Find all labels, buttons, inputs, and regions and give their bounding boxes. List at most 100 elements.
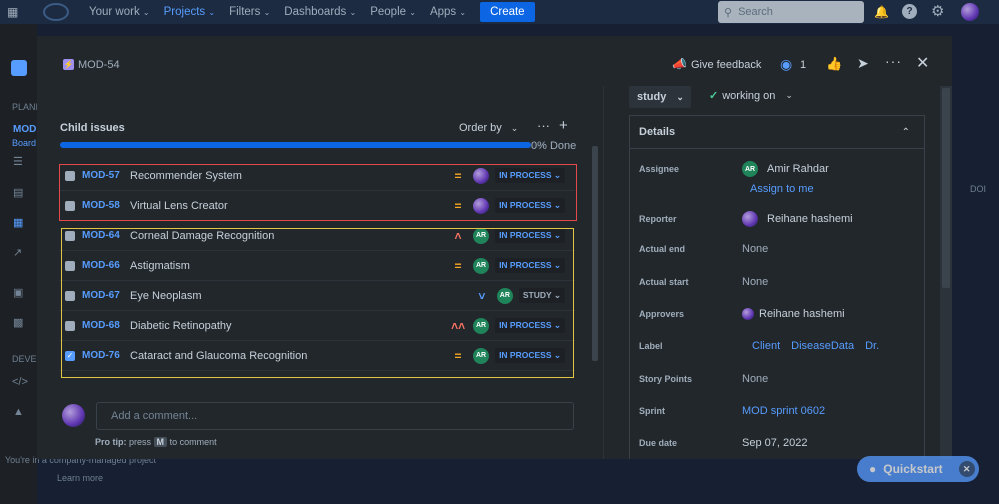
status-dropdown[interactable]: IN PROCESS ⌄ (495, 348, 565, 363)
watch-icon[interactable]: ◉ (780, 56, 793, 72)
comment-tip: Pro tip: press M to comment (95, 437, 217, 447)
child-issue-summary[interactable]: Astigmatism (130, 259, 190, 272)
nav-filters-label: Filters (229, 6, 261, 18)
sidebar-planning-label: PLANI (12, 102, 39, 112)
status-button[interactable]: study ⌄ (629, 86, 691, 108)
code-icon[interactable]: </> (12, 376, 28, 388)
footer-learn-more[interactable]: Learn more (57, 473, 104, 483)
project-icon[interactable] (11, 60, 27, 76)
issues-icon[interactable]: ▣ (13, 287, 24, 299)
label-tag[interactable]: Dr. (865, 340, 880, 352)
label-tag[interactable]: Client (752, 340, 781, 352)
notifications-icon[interactable]: 🔔 (874, 5, 889, 19)
details-header[interactable]: Details ⌃ (630, 116, 924, 149)
child-issues-list: MOD-57 Recommender System = IN PROCESS ⌄ MOD… (59, 161, 575, 379)
child-issue-key[interactable]: MOD-66 (82, 260, 120, 271)
approvers-value[interactable]: Reihane hashemi (759, 308, 845, 320)
create-button[interactable]: Create (480, 2, 535, 22)
child-issue-key[interactable]: MOD-57 (82, 170, 120, 181)
tip-suffix: to comment (169, 437, 217, 447)
child-issue-row[interactable]: ✓ MOD-76 Cataract and Glaucoma Recognition… (59, 341, 575, 371)
help-icon[interactable]: ? (902, 4, 917, 19)
priority-medium-icon: = (454, 198, 462, 213)
board-icon[interactable]: ▦ (13, 217, 24, 229)
jira-logo-icon[interactable] (43, 3, 69, 21)
timeline-icon[interactable]: ☰ (13, 156, 23, 168)
child-issue-key[interactable]: MOD-64 (82, 230, 120, 241)
status-dropdown[interactable]: IN PROCESS ⌄ (495, 198, 565, 213)
releases-icon[interactable]: ▲ (13, 406, 24, 418)
app-switcher-icon[interactable]: ▦ (7, 5, 19, 19)
sidebar-project-name[interactable]: MOD (13, 124, 37, 135)
status-dropdown[interactable]: IN PROCESS ⌄ (495, 228, 565, 243)
sidebar-board-label[interactable]: Board (12, 138, 37, 148)
sprint-value[interactable]: MOD sprint 0602 (742, 405, 826, 417)
nav-your-work[interactable]: Your work ⌄ (89, 6, 150, 18)
child-issue-row[interactable]: MOD-67 Eye Neoplasm ˅ AR STUDY ⌄ (59, 281, 575, 311)
backlog-icon[interactable]: ▤ (13, 187, 24, 199)
assignee-avatar: AR (742, 161, 758, 177)
left-scrollbar[interactable] (592, 146, 598, 361)
child-issue-row[interactable]: MOD-64 Corneal Damage Recognition ˄ AR IN PR… (59, 221, 575, 251)
comment-input[interactable]: Add a comment... (96, 402, 574, 430)
label-tag[interactable]: DiseaseData (791, 340, 855, 352)
search-icon: ⚲ (724, 6, 733, 19)
search-input[interactable]: ⚲ Search (718, 1, 864, 23)
child-issue-summary[interactable]: Recommender System (130, 169, 242, 182)
like-icon[interactable]: 👍 (826, 56, 843, 71)
more-actions-icon[interactable]: ··· (885, 53, 902, 69)
actual-start-value[interactable]: None (742, 276, 769, 288)
quickstart-button[interactable]: ● Quickstart ✕ (857, 456, 979, 482)
child-issue-key[interactable]: MOD-67 (82, 290, 120, 301)
more-icon[interactable]: ··· (537, 118, 550, 133)
actual-end-value[interactable]: None (742, 243, 769, 255)
reports-icon[interactable]: ↗ (13, 247, 23, 259)
due-date-value[interactable]: Sep 07, 2022 (742, 437, 808, 449)
story-points-value[interactable]: None (742, 373, 769, 385)
nav-apps[interactable]: Apps ⌄ (430, 6, 466, 18)
chevron-up-icon[interactable]: ⌃ (901, 126, 910, 138)
status-dropdown[interactable]: IN PROCESS ⌄ (495, 318, 565, 333)
settings-icon[interactable]: ⚙ (931, 3, 945, 20)
assignee-value[interactable]: Amir Rahdar (767, 163, 829, 175)
quickstart-close-icon[interactable]: ✕ (958, 461, 975, 477)
workflow-action-button[interactable]: ✓ working on ⌄ (709, 89, 793, 103)
assign-to-me-link[interactable]: Assign to me (750, 183, 814, 195)
nav-people[interactable]: People ⌄ (370, 6, 416, 18)
child-issue-key[interactable]: MOD-76 (82, 350, 120, 361)
add-child-icon[interactable]: + (559, 117, 568, 134)
chevron-down-icon: ⌄ (349, 7, 357, 17)
components-icon[interactable]: ▩ (13, 317, 24, 329)
label-row: Label Client DiseaseData Dr. (630, 340, 926, 352)
child-issue-key[interactable]: MOD-58 (82, 200, 120, 211)
child-issue-summary[interactable]: Virtual Lens Creator (130, 199, 228, 212)
share-icon[interactable]: ➤ (857, 55, 869, 71)
nav-filters[interactable]: Filters ⌄ (229, 6, 270, 18)
issue-key-breadcrumb[interactable]: MOD-54 (78, 59, 120, 71)
child-issue-row[interactable]: MOD-58 Virtual Lens Creator = IN PROCESS ⌄ (59, 191, 575, 221)
child-issue-row[interactable]: MOD-57 Recommender System = IN PROCESS ⌄ (59, 161, 575, 191)
assignee-avatar (473, 167, 490, 184)
right-scrollbar[interactable] (942, 88, 950, 288)
child-issue-key[interactable]: MOD-68 (82, 320, 120, 331)
child-issue-summary[interactable]: Corneal Damage Recognition (130, 229, 275, 242)
nav-projects[interactable]: Projects ⌄ (164, 6, 215, 18)
child-issue-row[interactable]: MOD-66 Astigmatism = AR IN PROCESS ⌄ (59, 251, 575, 281)
nav-dashboards[interactable]: Dashboards ⌄ (284, 6, 356, 18)
assignee-label: Assignee (639, 164, 680, 174)
profile-avatar[interactable] (961, 3, 979, 21)
status-dropdown[interactable]: IN PROCESS ⌄ (495, 258, 565, 273)
child-issue-summary[interactable]: Cataract and Glaucoma Recognition (130, 349, 308, 362)
give-feedback-button[interactable]: Give feedback (691, 59, 762, 71)
close-icon[interactable]: ✕ (916, 55, 930, 72)
status-button-label: study (637, 91, 667, 103)
order-by-button[interactable]: Order by ⌄ (459, 122, 518, 134)
child-issue-row[interactable]: MOD-68 Diabetic Retinopathy ˄˄ AR IN PROCESS… (59, 311, 575, 341)
progress-fill (60, 142, 532, 148)
child-issue-summary[interactable]: Eye Neoplasm (130, 289, 202, 302)
status-dropdown[interactable]: STUDY ⌄ (518, 288, 565, 303)
watch-count: 1 (800, 59, 807, 71)
child-issue-summary[interactable]: Diabetic Retinopathy (130, 319, 232, 332)
reporter-value[interactable]: Reihane hashemi (767, 213, 853, 225)
status-dropdown[interactable]: IN PROCESS ⌄ (495, 168, 565, 183)
